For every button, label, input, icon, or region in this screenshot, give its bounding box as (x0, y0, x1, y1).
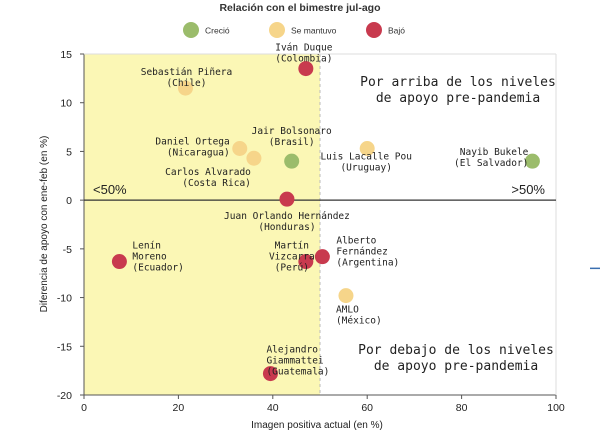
point-label: Iván Duque (275, 43, 332, 54)
point-label: Martín (275, 241, 309, 252)
x-tick-label: 80 (456, 402, 468, 414)
point-label: Juan Orlando Hernández (224, 211, 350, 222)
y-tick-label: 5 (66, 146, 72, 158)
x-tick-label: 20 (173, 402, 185, 414)
data-point (279, 191, 295, 207)
legend-label: Creció (205, 26, 230, 36)
point-label: (El Salvador) (454, 158, 528, 169)
above-annotation-line: Por arriba de los niveles (360, 75, 556, 90)
legend-label: Bajó (388, 26, 405, 36)
data-point (232, 141, 248, 157)
below-annotation-line: de apoyo pre-pandemia (374, 359, 538, 374)
point-label: (Guatemala) (266, 367, 329, 378)
point-label: Jair Bolsonaro (252, 126, 332, 137)
data-point (359, 141, 375, 157)
point-label: Alejandro (266, 345, 318, 356)
point-label: Giammattei (266, 356, 323, 367)
point-label: (Nicaragua) (167, 148, 230, 159)
x-tick-label: 60 (361, 402, 373, 414)
x-tick-label: 40 (267, 402, 279, 414)
legend-label: Se mantuvo (291, 26, 337, 36)
data-point (111, 254, 127, 270)
data-point (284, 153, 300, 169)
above-annotation-line: de apoyo pre-pandemia (376, 91, 540, 106)
point-label: (Argentina) (336, 258, 399, 269)
point-label: Alberto (336, 236, 376, 247)
legend-swatch (269, 22, 285, 38)
point-label: (Colombia) (275, 54, 332, 65)
point-label: Daniel Ortega (155, 137, 229, 148)
point-label: (Costa Rica) (182, 178, 251, 189)
data-point (262, 366, 278, 382)
point-label: (Ecuador) (132, 263, 183, 274)
y-tick-label: -5 (63, 244, 72, 256)
x-tick-label: 100 (547, 402, 565, 414)
point-label: (Perú) (275, 263, 309, 274)
data-point (338, 288, 354, 304)
point-label: (Brasil) (269, 137, 315, 148)
y-tick-label: -15 (57, 341, 72, 353)
data-point (524, 153, 540, 169)
left-marker: <50% (93, 182, 127, 197)
point-label: AMLO (336, 305, 359, 316)
data-point (177, 80, 193, 96)
point-label: Carlos Alvarado (165, 167, 251, 178)
point-label: Lenín (132, 241, 161, 252)
legend-swatch (183, 22, 199, 38)
right-marker: >50% (511, 182, 545, 197)
point-label: (Honduras) (258, 222, 315, 233)
legend-swatch (366, 22, 382, 38)
below-50-region (84, 54, 320, 395)
point-label: (México) (336, 316, 382, 327)
data-point (246, 150, 262, 166)
point-label: Sebastián Piñera (141, 67, 233, 78)
data-point (298, 61, 314, 77)
point-label: Fernández (336, 247, 387, 258)
data-point (298, 254, 314, 270)
y-tick-label: -20 (57, 390, 72, 402)
x-axis-label: Imagen positiva actual (en %) (251, 420, 383, 431)
plot-area: 0 20 40 60 80 100 -20 -15 -10 -5 0 5 10 15 <50% >50% Por… (57, 43, 565, 414)
y-axis-label: Diferencia de apoyo con ene-feb (en %) (39, 136, 50, 313)
y-tick-label: 10 (60, 98, 72, 110)
x-tick-label: 0 (81, 402, 87, 414)
y-tick-label: -10 (57, 293, 72, 305)
data-point (314, 249, 330, 265)
point-label: (Chile) (166, 78, 206, 89)
point-label: Luis Lacalle Pou (320, 152, 412, 163)
chart-title: Relación con el bimestre jul-ago (219, 2, 380, 14)
point-label: Vizcarra (269, 252, 315, 263)
chart-legend: Creció Se mantuvo Bajó (183, 22, 405, 38)
point-label: (Uruguay) (340, 163, 391, 174)
point-label: Moreno (132, 252, 167, 263)
point-label: Nayib Bukele (460, 147, 529, 158)
below-annotation-line: Por debajo de los niveles (358, 343, 554, 358)
y-tick-label: 0 (66, 195, 72, 207)
y-tick-label: 15 (60, 49, 72, 61)
